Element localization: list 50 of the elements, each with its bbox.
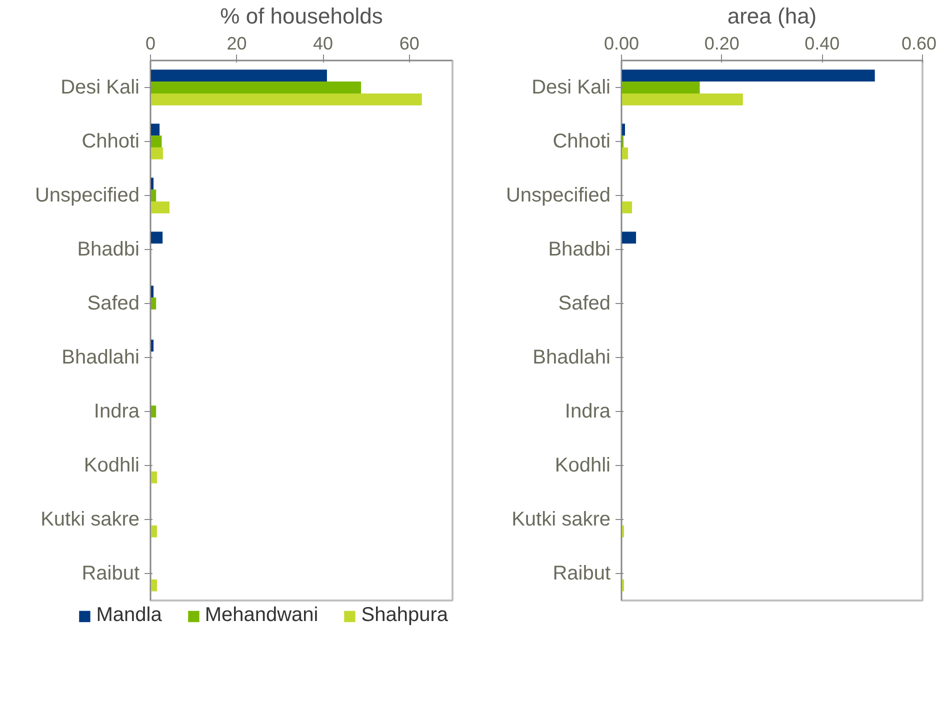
bar bbox=[150, 147, 164, 160]
y-tick-label: Unspecified bbox=[35, 184, 140, 206]
x-tick-label: 0 bbox=[145, 34, 156, 54]
x-axis-title: area (ha) bbox=[727, 4, 817, 28]
bar bbox=[150, 93, 422, 106]
bar bbox=[622, 201, 632, 214]
x-axis-title: % of households bbox=[220, 4, 383, 28]
bar bbox=[622, 70, 875, 82]
bar bbox=[622, 93, 743, 106]
bar bbox=[150, 136, 162, 148]
y-tick-label: Bhadlahi bbox=[62, 346, 140, 368]
bar bbox=[622, 82, 700, 94]
y-tick-label: Desi Kali bbox=[532, 76, 611, 98]
y-tick-label: Raibut bbox=[82, 562, 140, 584]
x-tick-label: 0.40 bbox=[804, 34, 840, 54]
y-tick-label: Indra bbox=[564, 400, 612, 422]
x-tick-label: 0.20 bbox=[704, 34, 740, 54]
y-tick-label: Unspecified bbox=[506, 184, 611, 206]
bar bbox=[150, 201, 170, 214]
x-tick-label: 40 bbox=[313, 34, 334, 54]
legend-label: Mandla bbox=[96, 604, 162, 627]
y-tick-label: Chhoti bbox=[552, 130, 610, 152]
y-tick-label: Raibut bbox=[552, 562, 611, 584]
x-tick-label: 20 bbox=[226, 34, 247, 54]
bar bbox=[622, 147, 628, 160]
bar bbox=[150, 82, 362, 94]
bar bbox=[150, 525, 157, 538]
y-tick-label: Kutki sakre bbox=[512, 508, 611, 530]
bar bbox=[622, 232, 636, 244]
bar bbox=[150, 124, 160, 136]
bar bbox=[150, 232, 163, 244]
y-tick-label: Safed bbox=[87, 292, 140, 314]
bar bbox=[150, 70, 327, 82]
y-tick-label: Chhoti bbox=[82, 130, 140, 152]
legend-label: Shahpura bbox=[361, 604, 448, 627]
y-tick-label: Bhadbi bbox=[548, 238, 611, 260]
y-tick-label: Bhadlahi bbox=[532, 346, 610, 368]
y-tick-label: Desi Kali bbox=[60, 76, 140, 98]
y-tick-label: Kodhli bbox=[554, 454, 611, 476]
bar bbox=[150, 579, 157, 592]
y-tick-label: Kutki sakre bbox=[40, 508, 140, 530]
y-tick-label: Bhadbi bbox=[77, 238, 140, 260]
bar bbox=[150, 471, 157, 484]
x-tick-label: 0.00 bbox=[604, 34, 640, 54]
legend-label: Mehandwani bbox=[204, 604, 318, 627]
y-tick-label: Indra bbox=[94, 400, 140, 422]
x-tick-label: 0.60 bbox=[901, 34, 937, 54]
y-tick-label: Safed bbox=[558, 292, 610, 314]
x-tick-label: 60 bbox=[399, 34, 420, 54]
y-tick-label: Kodhli bbox=[84, 454, 140, 476]
